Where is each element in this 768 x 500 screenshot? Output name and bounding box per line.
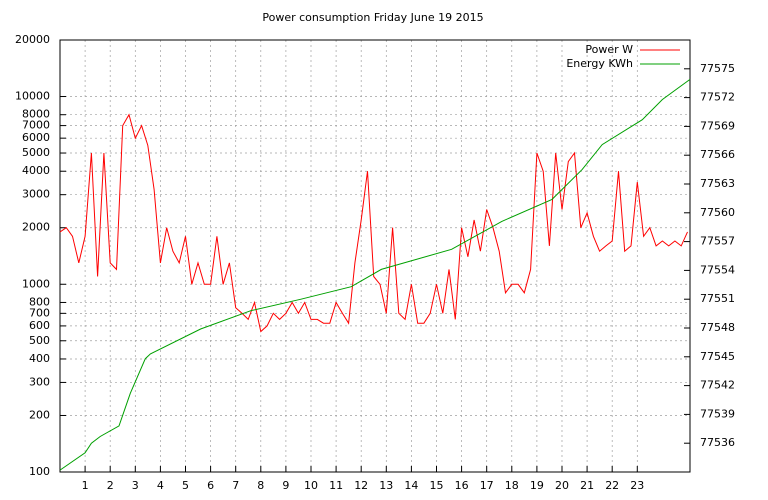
x-tick-label: 13 [379,479,393,492]
y2-tick-label: 77566 [700,148,735,161]
y2-tick-label: 77575 [700,62,735,75]
y2-tick-label: 77563 [700,177,735,190]
x-tick-label: 2 [107,479,114,492]
y2-tick-label: 77557 [700,235,735,248]
x-tick-label: 23 [630,479,644,492]
y-tick-label: 1000 [22,277,50,290]
y2-tick-label: 77569 [700,119,735,132]
x-tick-label: 16 [455,479,469,492]
plot-frame [59,39,691,473]
y-tick-label: 500 [29,334,50,347]
x-tick-label: 20 [555,479,569,492]
legend-label: Power W [585,43,633,56]
x-tick-label: 15 [429,479,443,492]
legend-label: Energy KWh [566,57,633,70]
x-tick-label: 19 [530,479,544,492]
y-tick-label: 300 [29,375,50,388]
x-tick-label: 17 [480,479,494,492]
x-tick-label: 18 [505,479,519,492]
y-tick-label: 2000 [22,221,50,234]
x-tick-label: 6 [207,479,214,492]
series-line [59,78,691,471]
y-tick-label: 4000 [22,164,50,177]
x-tick-label: 8 [257,479,264,492]
y-tick-label: 8000 [22,108,50,121]
y-tick-label: 800 [29,295,50,308]
x-tick-label: 22 [605,479,619,492]
y-tick-label: 200 [29,408,50,421]
x-tick-label: 12 [354,479,368,492]
x-tick-label: 9 [282,479,289,492]
y-tick-label: 7000 [22,119,50,132]
y-tick-label: 3000 [22,188,50,201]
y2-tick-label: 77545 [700,350,735,363]
x-tick-label: 3 [132,479,139,492]
x-tick-label: 4 [157,479,164,492]
y2-tick-label: 77536 [700,436,735,449]
y2-tick-label: 77572 [700,91,735,104]
y2-tick-label: 77542 [700,379,735,392]
y-tick-label: 100 [29,465,50,478]
series-line [59,113,688,333]
x-tick-label: 1 [82,479,89,492]
y-tick-label: 600 [29,319,50,332]
x-tick-label: 7 [232,479,239,492]
y2-tick-label: 77560 [700,206,735,219]
x-tick-label: 14 [404,479,418,492]
x-tick-label: 5 [182,479,189,492]
y-tick-label: 700 [29,306,50,319]
y-tick-label: 5000 [22,146,50,159]
y-tick-label: 20000 [15,33,50,46]
x-tick-label: 11 [329,479,343,492]
y-tick-label: 6000 [22,131,50,144]
y2-tick-label: 77548 [700,321,735,334]
chart-title: Power consumption Friday June 19 2015 [262,11,483,24]
y2-tick-label: 77539 [700,407,735,420]
x-tick-label: 21 [580,479,594,492]
x-tick-label: 10 [304,479,318,492]
y-tick-label: 400 [29,352,50,365]
y2-tick-label: 77554 [700,263,735,276]
y-tick-label: 10000 [15,90,50,103]
y2-tick-label: 77551 [700,292,735,305]
